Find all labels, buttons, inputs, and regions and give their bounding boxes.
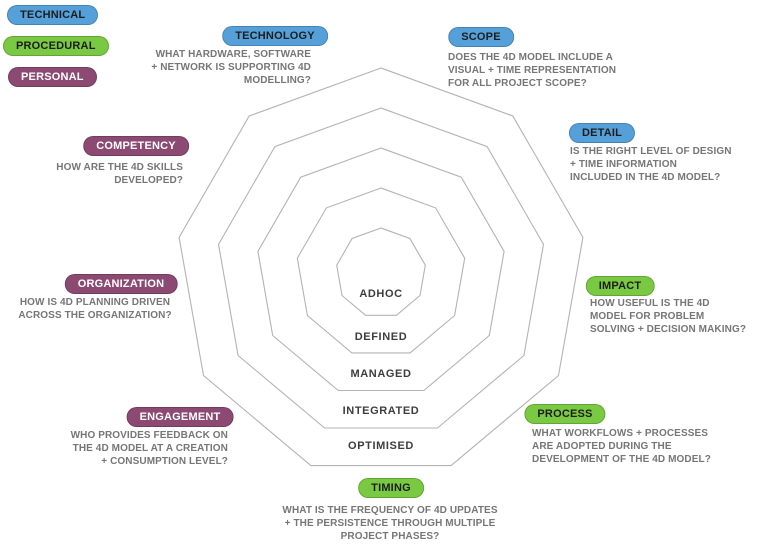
category-badge-process: PROCESS [524, 404, 606, 424]
maturity-ring [257, 147, 505, 392]
category-question-impact: HOW USEFUL IS THE 4D MODEL FOR PROBLEM S… [590, 298, 747, 335]
category-badge-timing: TIMING [358, 478, 424, 498]
legend-item-personal: PERSONAL [8, 67, 97, 87]
maturity-ring [336, 227, 426, 316]
ring-label-optimised: OPTIMISED [348, 440, 414, 452]
category-question-engagement: WHO PROVIDES FEEDBACK ON THE 4D MODEL AT… [70, 430, 228, 467]
category-badge-scope: SCOPE [448, 27, 514, 47]
category-badge-detail: DETAIL [568, 123, 636, 143]
category-question-competency: HOW ARE THE 4D SKILLS DEVELOPED? [56, 162, 183, 186]
ring-label-adhoc: ADHOC [359, 288, 403, 300]
ring-polygons [178, 67, 584, 467]
category-badge-engagement: ENGAGEMENT [126, 407, 234, 427]
category-badge-impact: IMPACT [585, 276, 655, 296]
category-badge-competency: COMPETENCY [83, 136, 189, 156]
category-question-timing: WHAT IS THE FREQUENCY OF 4D UPDATES + TH… [282, 505, 498, 542]
legend-item-procedural: PROCEDURAL [3, 36, 109, 56]
category-question-organization: HOW IS 4D PLANNING DRIVEN ACROSS THE ORG… [18, 297, 172, 321]
category-badge-technology: TECHNOLOGY [222, 26, 328, 46]
ring-label-integrated: INTEGRATED [342, 405, 420, 417]
legend-item-technical: TECHNICAL [7, 5, 99, 25]
ring-label-managed: MANAGED [350, 368, 412, 380]
maturity-ring [178, 67, 584, 467]
maturity-ring [217, 107, 545, 429]
maturity-ring [296, 187, 466, 354]
ring-label-defined: DEFINED [354, 331, 408, 343]
category-question-technology: WHAT HARDWARE, SOFTWARE + NETWORK IS SUP… [151, 49, 311, 86]
category-badge-organization: ORGANIZATION [64, 274, 178, 294]
category-question-process: WHAT WORKFLOWS + PROCESSES ARE ADOPTED D… [532, 428, 711, 465]
category-question-detail: IS THE RIGHT LEVEL OF DESIGN + TIME INFO… [570, 146, 732, 183]
category-question-scope: DOES THE 4D MODEL INCLUDE A VISUAL + TIM… [448, 52, 617, 89]
